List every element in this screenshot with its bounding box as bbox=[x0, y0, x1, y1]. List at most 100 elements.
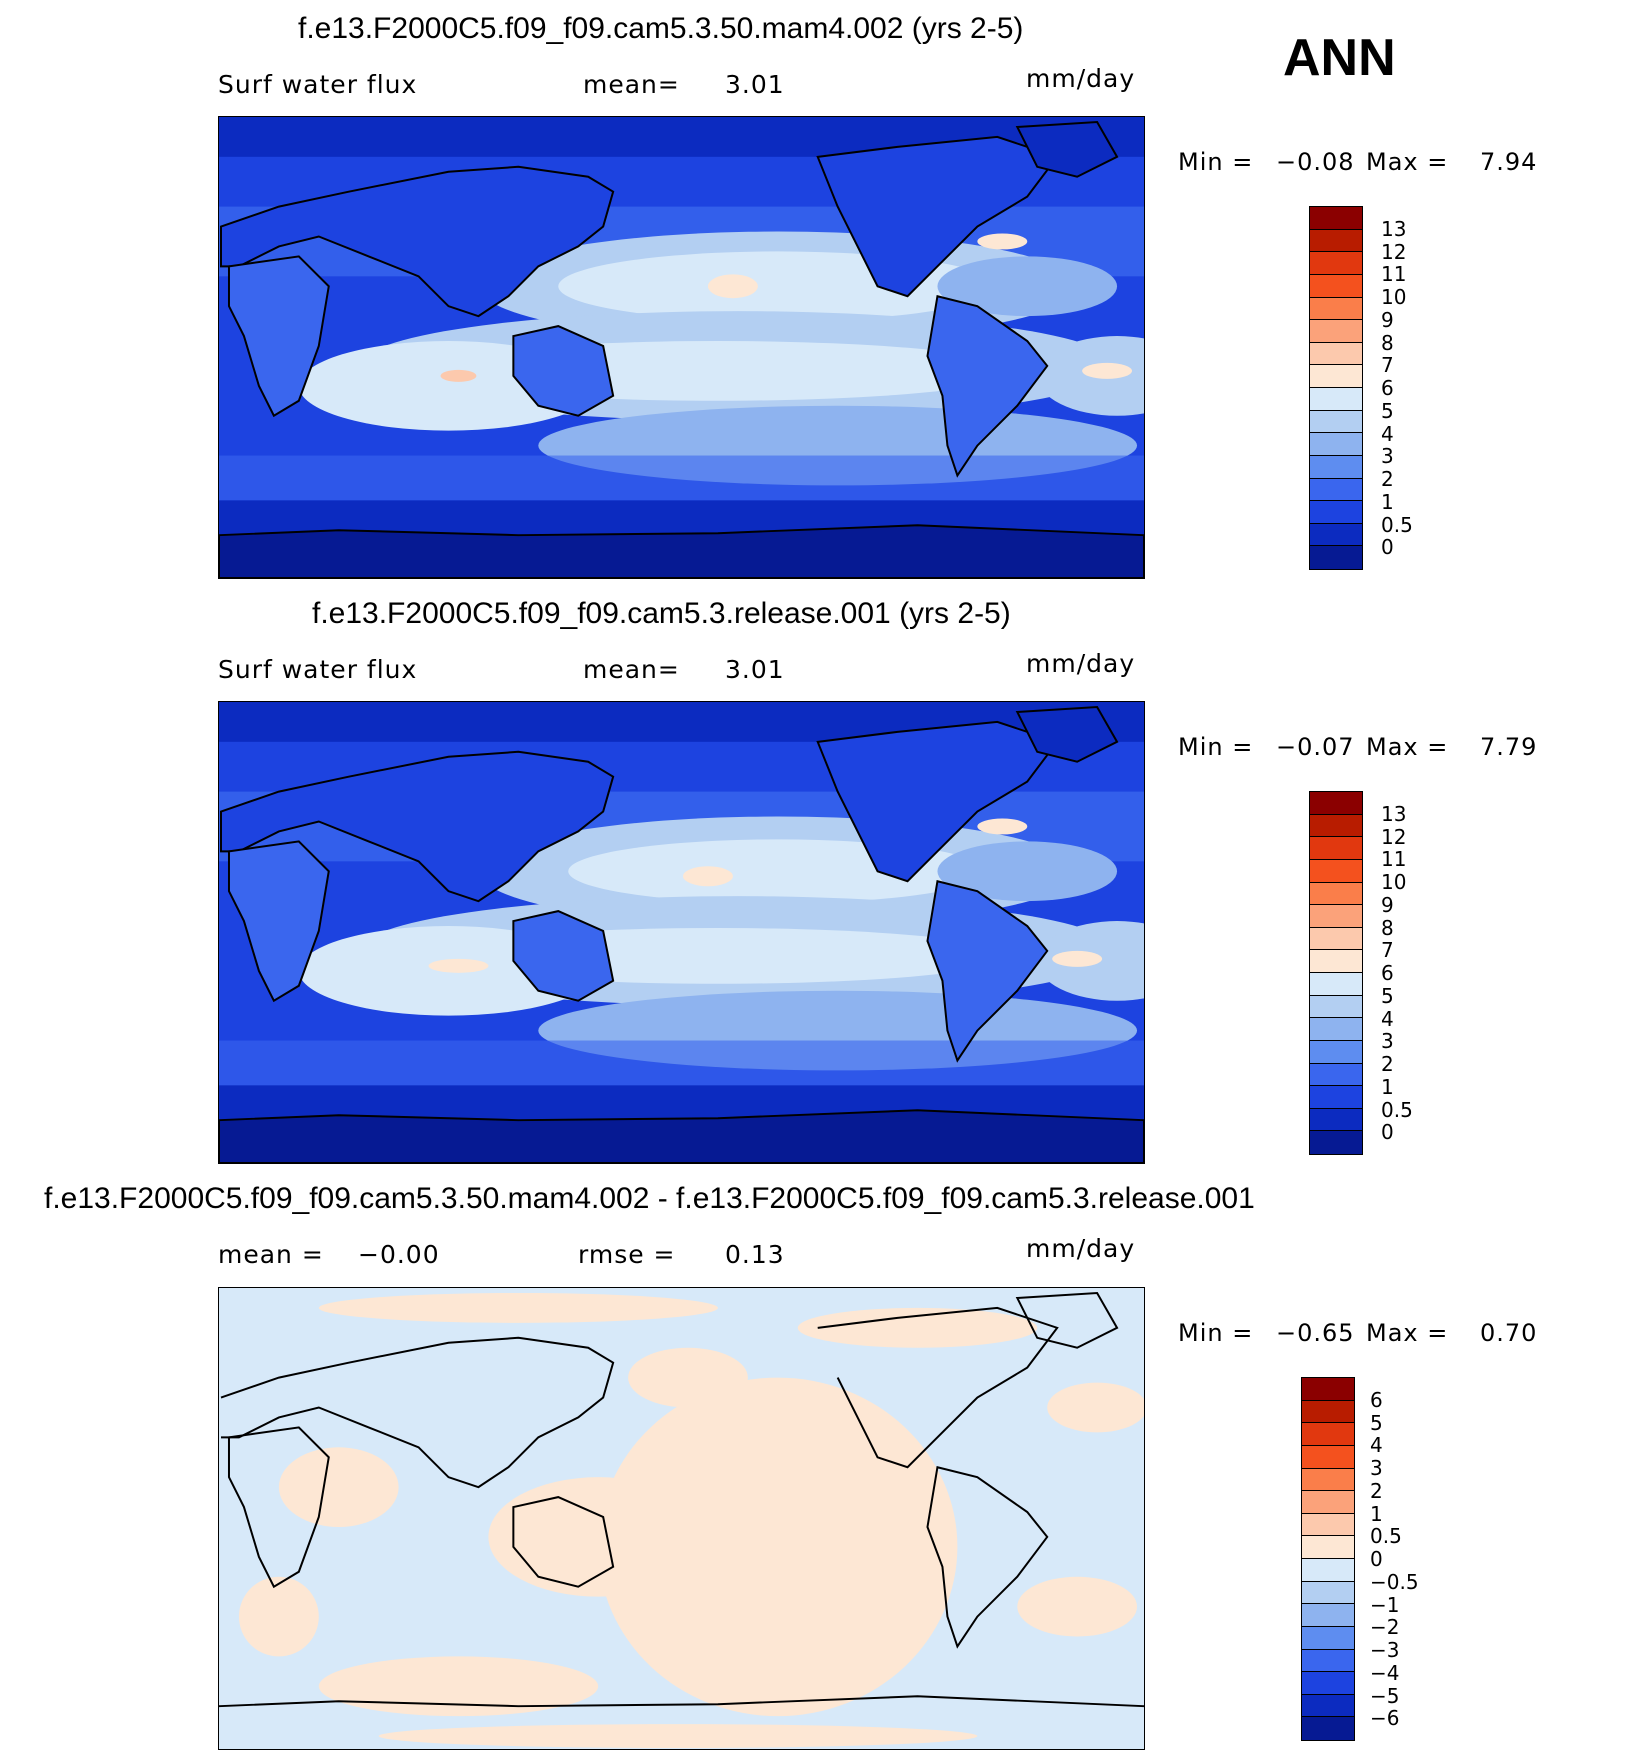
colorbar-swatch bbox=[1302, 1604, 1354, 1627]
colorbar-swatch bbox=[1310, 882, 1362, 906]
panel-3-units: mm/day bbox=[1026, 1234, 1136, 1263]
colorbar-tick-label: 4 bbox=[1370, 1433, 1383, 1458]
colorbar-swatch bbox=[1310, 927, 1362, 951]
colorbar-tick-label: 12 bbox=[1381, 239, 1407, 264]
colorbar-tick-label: 2 bbox=[1370, 1478, 1383, 1503]
panel-3-title: f.e13.F2000C5.f09_f09.cam5.3.50.mam4.002… bbox=[44, 1182, 1255, 1215]
colorbar-tick-label: −0.5 bbox=[1370, 1569, 1419, 1594]
colorbar-swatch bbox=[1310, 546, 1362, 569]
colorbar-swatch bbox=[1310, 837, 1362, 860]
colorbar-swatch bbox=[1302, 1717, 1354, 1740]
colorbar-tick-label: −5 bbox=[1370, 1683, 1400, 1708]
colorbar-swatch bbox=[1302, 1559, 1354, 1582]
colorbar-swatch bbox=[1310, 455, 1362, 479]
panel-2-mean-value: 3.01 bbox=[725, 655, 785, 684]
panel-1-max-value: 7.94 bbox=[1480, 148, 1538, 176]
colorbar-tick-label: 13 bbox=[1381, 216, 1407, 241]
panel-1-units: mm/day bbox=[1026, 64, 1136, 93]
colorbar-swatch bbox=[1310, 342, 1362, 366]
colorbar-swatch bbox=[1310, 523, 1362, 547]
colorbar-tick-label: 2 bbox=[1381, 467, 1394, 491]
panel-3-colorbar-labels: 6 5 4 3 2 1 0.5 0 −0.5 −1 −2 −3 −4 −5 −6 bbox=[1370, 1377, 1450, 1741]
colorbar-tick-label: 9 bbox=[1381, 307, 1394, 332]
colorbar-swatch bbox=[1310, 388, 1362, 411]
panel-3-map-svg bbox=[219, 1288, 1144, 1749]
colorbar-swatch bbox=[1302, 1513, 1354, 1537]
panel-1-variable-label: Surf water flux bbox=[218, 70, 418, 99]
colorbar-swatch bbox=[1310, 905, 1362, 928]
colorbar-tick-label: 8 bbox=[1381, 330, 1394, 355]
panel-3-mean-value: −0.00 bbox=[358, 1240, 440, 1269]
colorbar-tick-label: 12 bbox=[1381, 824, 1407, 849]
panel-2-title: f.e13.F2000C5.f09_f09.cam5.3.release.001… bbox=[312, 597, 1011, 630]
colorbar-swatch bbox=[1302, 1423, 1354, 1446]
panel-1-title: f.e13.F2000C5.f09_f09.cam5.3.50.mam4.002… bbox=[298, 12, 1024, 45]
colorbar-tick-label: 7 bbox=[1381, 353, 1394, 378]
colorbar-tick-label: 11 bbox=[1381, 847, 1407, 872]
panel-3-mean-label: mean = bbox=[218, 1240, 324, 1269]
colorbar-tick-label: 5 bbox=[1381, 983, 1394, 1008]
colorbar-tick-label: 3 bbox=[1370, 1456, 1383, 1480]
colorbar-tick-label: 0.5 bbox=[1370, 1524, 1402, 1549]
colorbar-tick-label: 0 bbox=[1381, 535, 1394, 560]
panel-3-map bbox=[218, 1287, 1145, 1750]
colorbar-swatch bbox=[1310, 274, 1362, 298]
colorbar-swatch bbox=[1310, 792, 1362, 815]
panel-2-max-value: 7.79 bbox=[1480, 733, 1538, 761]
panel-1-max-label: Max = bbox=[1366, 148, 1449, 176]
colorbar-swatch bbox=[1310, 814, 1362, 838]
colorbar-swatch bbox=[1310, 501, 1362, 524]
panel-1-map-svg bbox=[219, 117, 1144, 578]
panel-2-mean-label: mean= bbox=[583, 655, 680, 684]
colorbar-swatch bbox=[1302, 1378, 1354, 1401]
colorbar-tick-label: 6 bbox=[1381, 961, 1394, 985]
colorbar-swatch bbox=[1302, 1445, 1354, 1469]
panel-3-min-value: −0.65 bbox=[1276, 1319, 1355, 1347]
colorbar-swatch bbox=[1310, 1108, 1362, 1132]
colorbar-tick-label: 1 bbox=[1381, 489, 1394, 514]
panel-3-max-label: Max = bbox=[1366, 1319, 1449, 1347]
colorbar-tick-label: 5 bbox=[1370, 1410, 1383, 1435]
colorbar-swatch bbox=[1310, 1040, 1362, 1064]
panel-2-min-value: −0.07 bbox=[1276, 733, 1355, 761]
panel-2-max-label: Max = bbox=[1366, 733, 1449, 761]
panel-1-min-value: −0.08 bbox=[1276, 148, 1355, 176]
colorbar-swatch bbox=[1310, 478, 1362, 502]
colorbar-tick-label: 4 bbox=[1381, 1006, 1394, 1031]
colorbar-tick-label: 0 bbox=[1370, 1547, 1383, 1571]
colorbar-tick-label: 10 bbox=[1381, 285, 1407, 309]
colorbar-swatch bbox=[1310, 252, 1362, 275]
panel-3-colorbar bbox=[1301, 1377, 1355, 1741]
colorbar-tick-label: 6 bbox=[1370, 1387, 1383, 1412]
colorbar-swatch bbox=[1310, 1086, 1362, 1109]
colorbar-swatch bbox=[1310, 207, 1362, 230]
colorbar-tick-label: −1 bbox=[1370, 1592, 1400, 1617]
panel-3-max-value: 0.70 bbox=[1480, 1319, 1538, 1347]
colorbar-swatch bbox=[1302, 1400, 1354, 1424]
colorbar-tick-label: −6 bbox=[1370, 1706, 1400, 1731]
colorbar-tick-label: 5 bbox=[1381, 398, 1394, 423]
colorbar-tick-label: −3 bbox=[1370, 1638, 1400, 1662]
colorbar-tick-label: 13 bbox=[1381, 801, 1407, 826]
colorbar-swatch bbox=[1310, 973, 1362, 996]
panel-1-mean-value: 3.01 bbox=[725, 70, 785, 99]
season-label: ANN bbox=[1283, 29, 1396, 87]
colorbar-swatch bbox=[1310, 1131, 1362, 1154]
colorbar-swatch bbox=[1302, 1491, 1354, 1514]
panel-3-min-label: Min = bbox=[1178, 1319, 1254, 1347]
colorbar-tick-label: 0.5 bbox=[1381, 1097, 1413, 1122]
colorbar-swatch bbox=[1302, 1694, 1354, 1718]
colorbar-swatch bbox=[1302, 1581, 1354, 1605]
colorbar-swatch bbox=[1310, 410, 1362, 434]
colorbar-swatch bbox=[1302, 1468, 1354, 1492]
colorbar-swatch bbox=[1310, 229, 1362, 253]
colorbar-tick-label: 4 bbox=[1381, 421, 1394, 446]
colorbar-swatch bbox=[1302, 1536, 1354, 1559]
colorbar-tick-label: −4 bbox=[1370, 1660, 1400, 1685]
panel-2-min-label: Min = bbox=[1178, 733, 1254, 761]
colorbar-swatch bbox=[1302, 1626, 1354, 1650]
colorbar-swatch bbox=[1310, 365, 1362, 388]
panel-2-colorbar-labels: 13 12 11 10 9 8 7 6 5 4 3 2 1 0.5 0 bbox=[1381, 791, 1441, 1155]
colorbar-tick-label: 10 bbox=[1381, 870, 1407, 894]
colorbar-tick-label: 11 bbox=[1381, 262, 1407, 287]
